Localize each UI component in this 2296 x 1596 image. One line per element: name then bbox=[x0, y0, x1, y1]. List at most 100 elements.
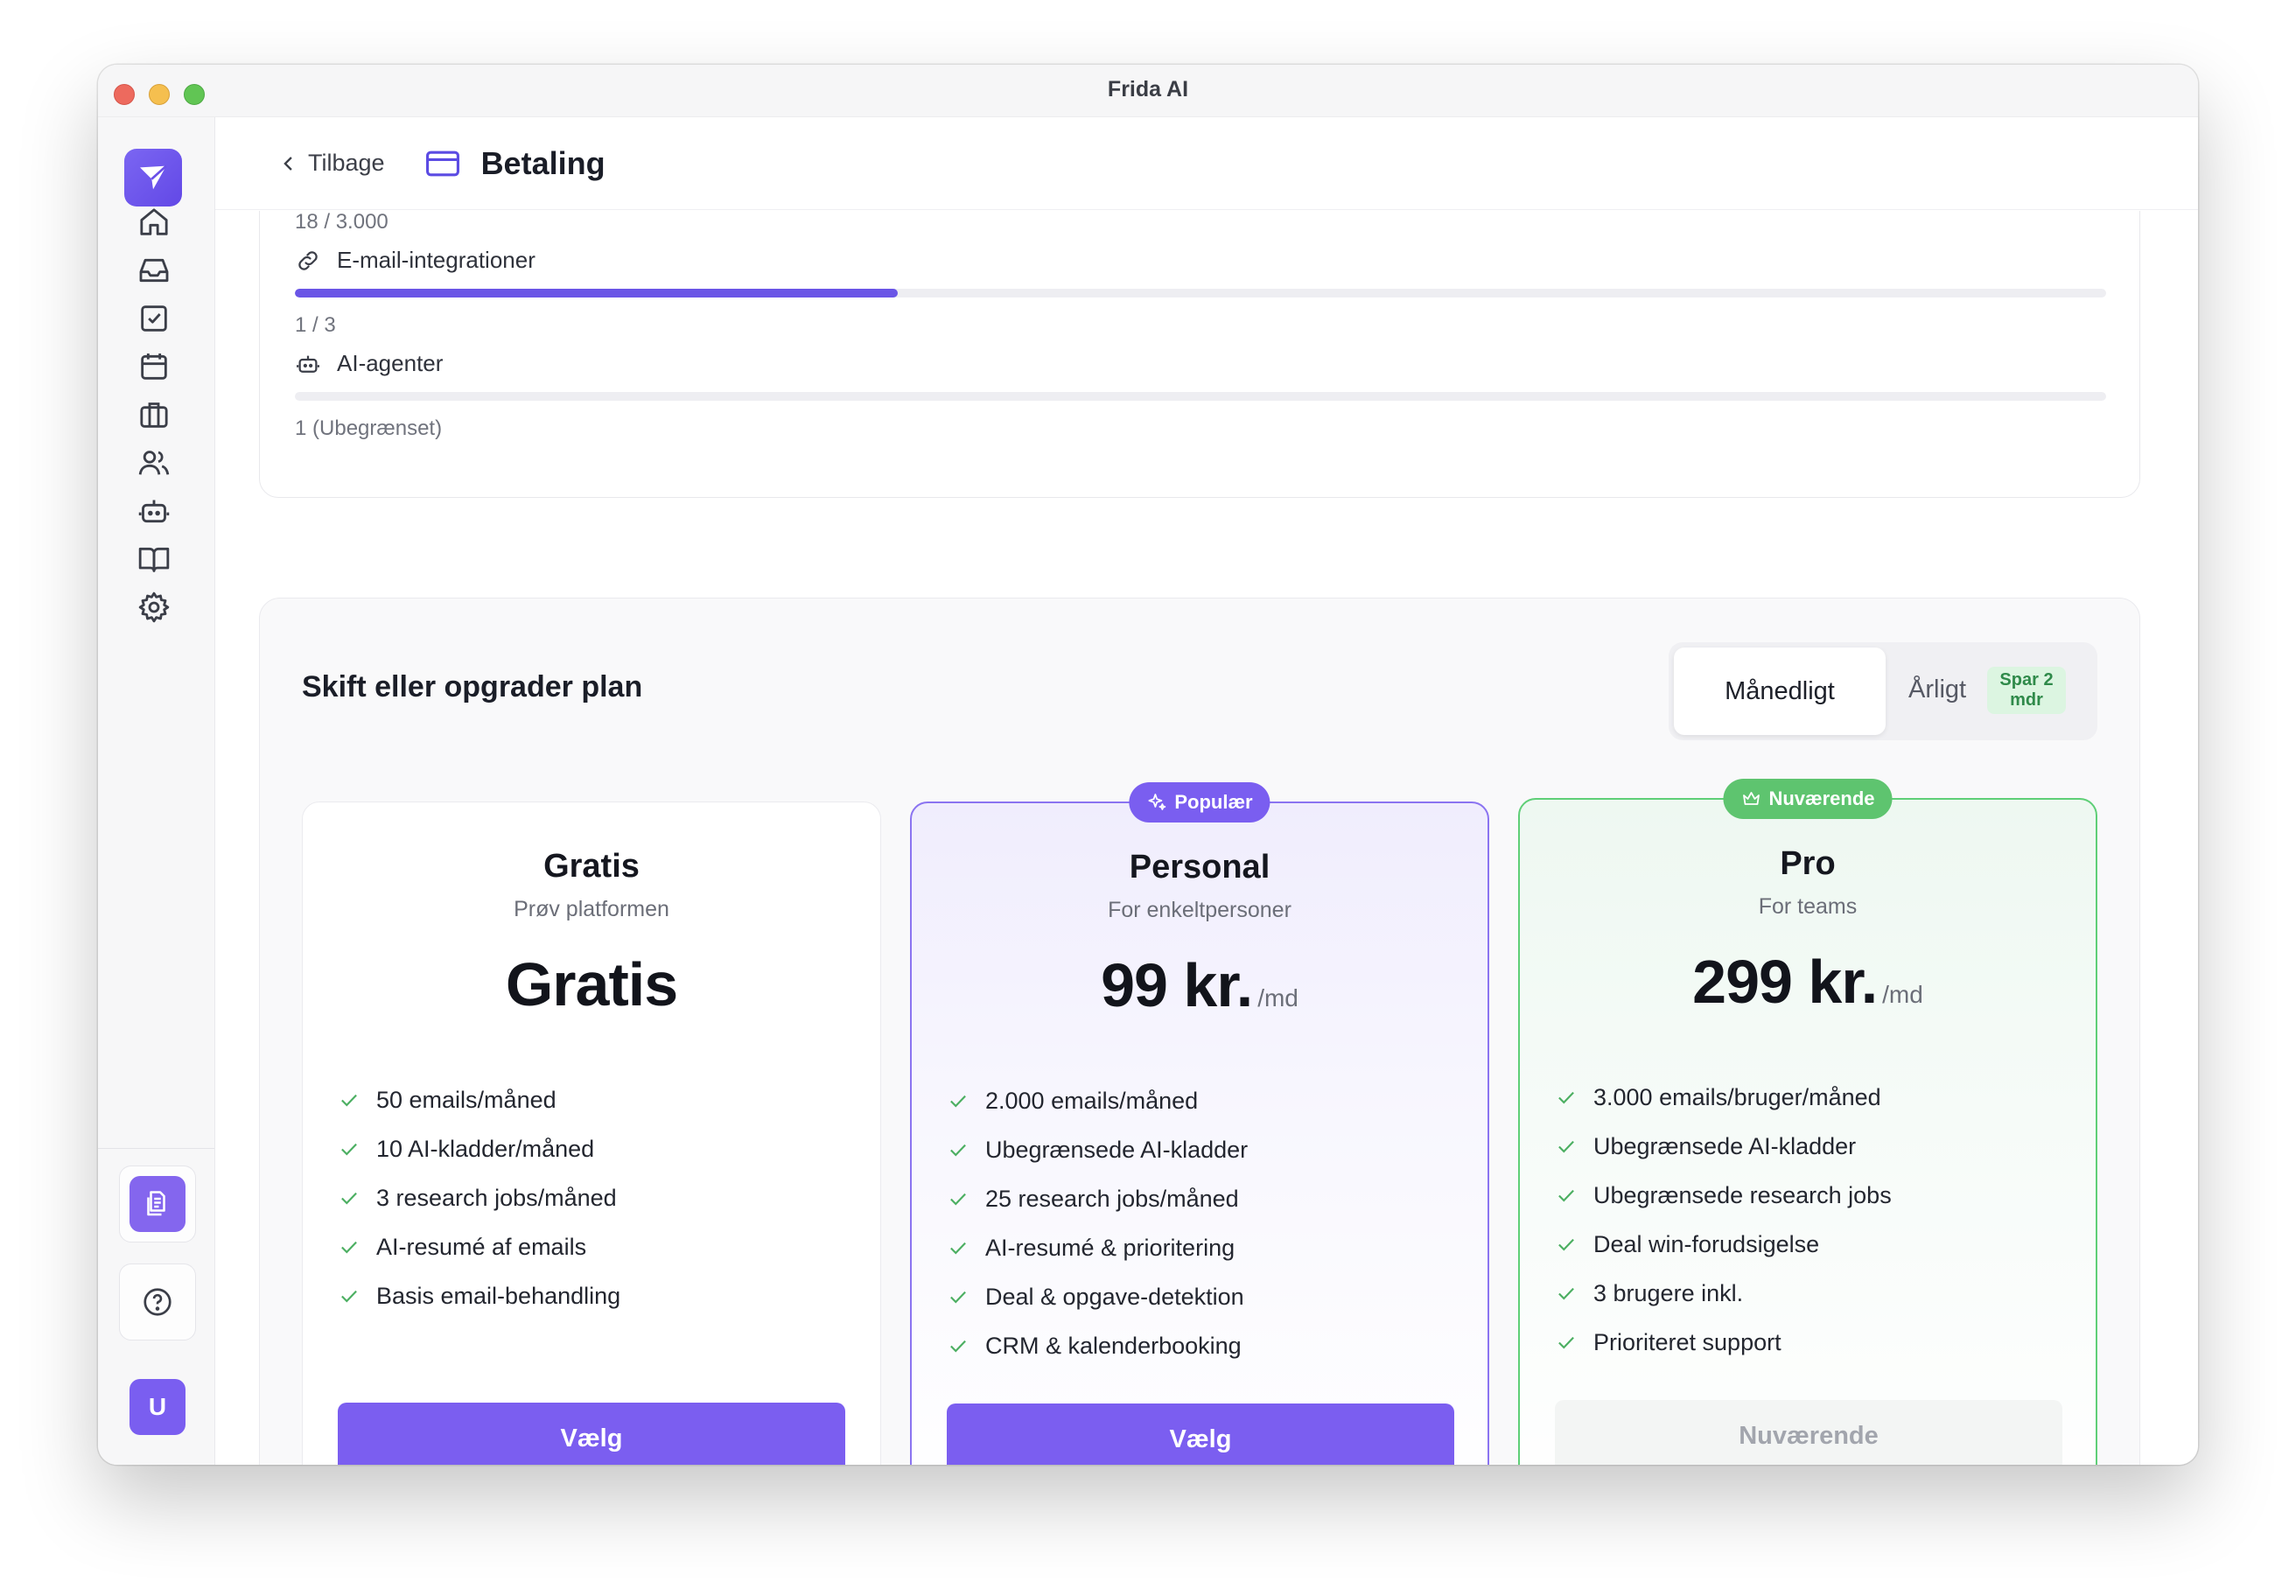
current-plan-button: Nuværende bbox=[1555, 1400, 2062, 1465]
monthly-toggle-option[interactable]: Månedligt bbox=[1674, 648, 1886, 735]
check-icon bbox=[341, 1094, 357, 1107]
yearly-toggle-option[interactable]: Årligt bbox=[1908, 676, 1967, 704]
crown-icon bbox=[1743, 792, 1760, 805]
plan-card-personal: Populær Personal For enkeltpersoner 99 k… bbox=[910, 782, 1489, 1465]
check-icon bbox=[1558, 1238, 1574, 1251]
feature-item: 10 AI-kladder/måned bbox=[338, 1124, 620, 1173]
plan-section: Skift eller opgrader plan Månedligt Årli… bbox=[259, 598, 2140, 1465]
feature-item: Deal & opgave-detektion bbox=[947, 1272, 1248, 1321]
usage-card: 18 / 3.000 E-mail-integrationer 1 / 3 AI… bbox=[259, 211, 2140, 498]
usage-label-ai-agents: AI-agenter bbox=[295, 350, 443, 377]
feature-item: 25 research jobs/måned bbox=[947, 1174, 1248, 1223]
feature-text: Basis email-behandling bbox=[376, 1282, 621, 1309]
sidebar-item-home[interactable] bbox=[130, 198, 178, 247]
current-badge-label: Nuværende bbox=[1768, 788, 1875, 809]
book-icon bbox=[138, 547, 170, 572]
check-icon bbox=[950, 1095, 966, 1108]
plan-card-free: Gratis Prøv platformen Gratis 50 emails/… bbox=[302, 802, 881, 1465]
usage-bar-fill bbox=[295, 289, 899, 298]
feature-text: 2.000 emails/måned bbox=[985, 1087, 1199, 1114]
close-window-button[interactable] bbox=[114, 84, 135, 105]
credit-card-icon bbox=[425, 150, 459, 176]
calendar-icon bbox=[141, 354, 167, 380]
help-icon bbox=[144, 1288, 172, 1316]
usage-count: 18 / 3.000 bbox=[295, 211, 388, 234]
feature-text: 10 AI-kladder/måned bbox=[376, 1135, 595, 1162]
check-icon bbox=[341, 1192, 357, 1205]
check-icon bbox=[341, 1143, 357, 1156]
feature-text: AI-resumé af emails bbox=[376, 1233, 587, 1260]
usage-bar-email-integrations bbox=[295, 289, 2106, 298]
billing-toggle: Månedligt Årligt Spar 2 mdr bbox=[1669, 642, 2097, 740]
feature-item: 3 brugere inkl. bbox=[1555, 1269, 1892, 1318]
feature-text: 3 research jobs/måned bbox=[376, 1184, 617, 1211]
check-icon bbox=[1558, 1336, 1574, 1349]
feature-list: 50 emails/måned 10 AI-kladder/måned 3 re… bbox=[338, 1075, 620, 1320]
feature-item: 2.000 emails/måned bbox=[947, 1076, 1248, 1125]
sidebar-item-contacts[interactable] bbox=[130, 438, 178, 487]
billing-button[interactable] bbox=[130, 1176, 186, 1232]
inbox-icon bbox=[139, 258, 169, 283]
plan-name: Personal bbox=[1129, 849, 1270, 886]
feature-text: 3.000 emails/bruger/måned bbox=[1593, 1083, 1881, 1110]
check-icon bbox=[950, 1242, 966, 1255]
app-logo[interactable] bbox=[124, 149, 182, 206]
feature-text: Prioriteret support bbox=[1593, 1328, 1782, 1355]
main-content: 18 / 3.000 E-mail-integrationer 1 / 3 AI… bbox=[215, 211, 2198, 1465]
sidebar-item-calendar[interactable] bbox=[130, 342, 178, 391]
usage-bar-ai-agents bbox=[295, 392, 2106, 401]
sidebar-item-agents[interactable] bbox=[130, 486, 178, 536]
plan-subtitle: For teams bbox=[1758, 894, 1858, 919]
tasks-icon bbox=[141, 305, 167, 332]
feature-item: 3 research jobs/måned bbox=[338, 1173, 620, 1222]
bot-icon bbox=[297, 355, 319, 373]
window-title: Frida AI bbox=[1107, 77, 1189, 102]
sidebar-item-inbox[interactable] bbox=[130, 246, 178, 295]
check-icon bbox=[1558, 1091, 1574, 1104]
choose-free-button[interactable]: Vælg bbox=[338, 1403, 845, 1465]
plan-price: 99 kr./md bbox=[912, 950, 1488, 1020]
feature-item: 3.000 emails/bruger/måned bbox=[1555, 1073, 1892, 1122]
plan-price-amount: 99 kr. bbox=[1101, 951, 1253, 1019]
sidebar-item-tasks[interactable] bbox=[130, 294, 178, 343]
feature-list: 2.000 emails/måned Ubegrænsede AI-kladde… bbox=[947, 1076, 1248, 1370]
feature-item: Ubegrænsede AI-kladder bbox=[1555, 1122, 1892, 1171]
feature-list: 3.000 emails/bruger/måned Ubegrænsede AI… bbox=[1555, 1073, 1892, 1367]
plan-subtitle: Prøv platformen bbox=[514, 897, 669, 921]
check-icon bbox=[950, 1193, 966, 1206]
current-badge: Nuværende bbox=[1723, 779, 1893, 819]
popular-badge-label: Populær bbox=[1174, 791, 1253, 813]
document-icon bbox=[147, 1191, 165, 1216]
sidebar-item-settings[interactable] bbox=[130, 583, 178, 632]
feature-text: 25 research jobs/måned bbox=[985, 1185, 1239, 1212]
page-header: Tilbage Betaling bbox=[215, 117, 2198, 210]
plan-name: Pro bbox=[1780, 845, 1836, 882]
sidebar-item-deals[interactable] bbox=[130, 390, 178, 439]
plan-price-period: /md bbox=[1882, 981, 1923, 1008]
minimize-window-button[interactable] bbox=[149, 84, 170, 105]
feature-item: Ubegrænsede research jobs bbox=[1555, 1171, 1892, 1220]
plan-price: Gratis bbox=[303, 949, 880, 1019]
plan-price: 299 kr./md bbox=[1520, 947, 2096, 1017]
chevron-left-icon bbox=[284, 156, 292, 171]
billing-shortcut-box bbox=[119, 1166, 196, 1242]
feature-item: CRM & kalenderbooking bbox=[947, 1321, 1248, 1370]
feature-item: AI-resumé & prioritering bbox=[947, 1223, 1248, 1272]
choose-personal-button[interactable]: Vælg bbox=[947, 1404, 1454, 1465]
help-button[interactable] bbox=[119, 1264, 196, 1340]
plan-price-amount: 299 kr. bbox=[1692, 948, 1878, 1016]
feature-item: Basis email-behandling bbox=[338, 1271, 620, 1320]
zoom-window-button[interactable] bbox=[184, 84, 205, 105]
feature-text: 3 brugere inkl. bbox=[1593, 1279, 1744, 1306]
back-button[interactable]: Tilbage bbox=[276, 150, 385, 177]
link-icon bbox=[298, 250, 318, 270]
avatar[interactable]: U bbox=[130, 1379, 186, 1435]
home-icon bbox=[140, 208, 168, 235]
check-icon bbox=[1558, 1287, 1574, 1300]
usage-label-text: AI-agenter bbox=[337, 350, 444, 376]
usage-count: 1 / 3 bbox=[295, 313, 336, 337]
page-title-text: Betaling bbox=[480, 144, 606, 181]
usage-label-email-integrations: E-mail-integrationer bbox=[295, 247, 536, 274]
check-icon bbox=[950, 1144, 966, 1157]
sidebar-item-knowledge[interactable] bbox=[130, 535, 178, 584]
